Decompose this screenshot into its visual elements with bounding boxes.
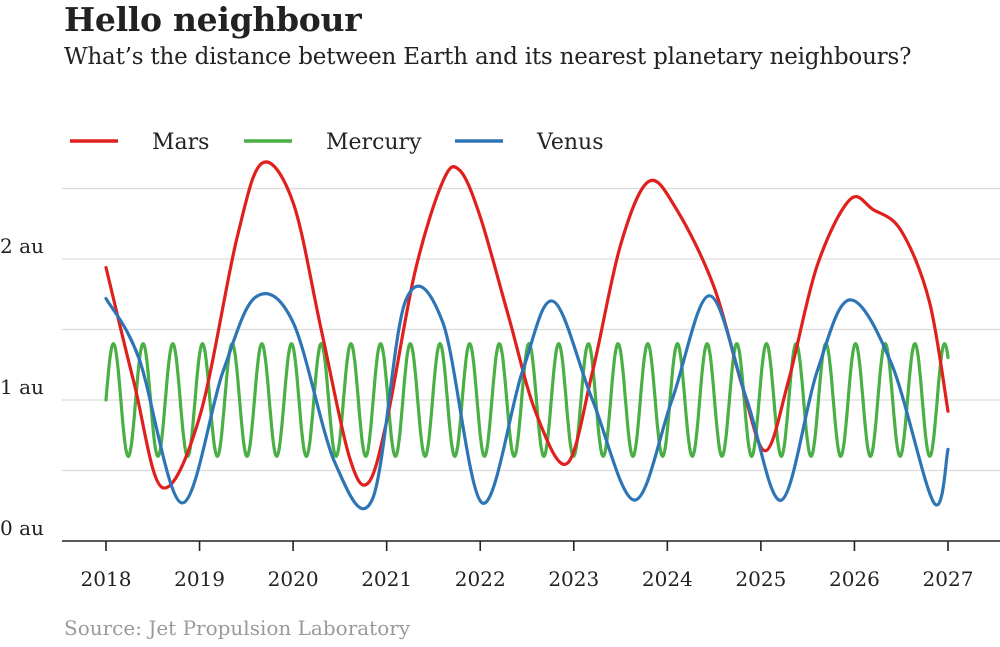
x-tick-label: 2026 bbox=[829, 567, 880, 591]
x-tick-label: 2025 bbox=[735, 567, 786, 591]
legend-label-venus: Venus bbox=[536, 130, 604, 155]
legend-label-mercury: Mercury bbox=[326, 130, 422, 155]
y-tick-label: 0 au bbox=[0, 516, 44, 540]
x-tick-label: 2023 bbox=[548, 567, 599, 591]
y-tick-label: 2 au bbox=[0, 234, 44, 258]
series-line-mercury bbox=[104, 342, 950, 458]
x-tick-label: 2021 bbox=[361, 567, 412, 591]
series-line-mars bbox=[104, 160, 950, 490]
x-tick-label: 2020 bbox=[268, 567, 319, 591]
y-tick-label: 1 au bbox=[0, 375, 44, 399]
x-tick-label: 2019 bbox=[174, 567, 225, 591]
y-axis-tick-labels: 0 au 1 au 2 au bbox=[0, 234, 44, 540]
series-line-venus bbox=[104, 284, 950, 511]
x-tick-label: 2018 bbox=[81, 567, 132, 591]
source-note: Source: Jet Propulsion Laboratory bbox=[64, 616, 411, 640]
x-axis: 2018 2019 2020 2021 2022 2023 2024 2025 2026 2027 bbox=[62, 540, 1000, 591]
legend-label-mars: Mars bbox=[152, 130, 209, 155]
legend: Mars Mercury Venus bbox=[70, 130, 604, 155]
x-tick-label: 2024 bbox=[642, 567, 693, 591]
chart-subtitle: What’s the distance between Earth and it… bbox=[64, 44, 912, 70]
series-lines bbox=[104, 160, 950, 511]
gridlines bbox=[62, 187, 1000, 472]
chart-title: Hello neighbour bbox=[64, 0, 362, 39]
x-tick-label: 2027 bbox=[923, 567, 974, 591]
x-tick-label: 2022 bbox=[455, 567, 506, 591]
